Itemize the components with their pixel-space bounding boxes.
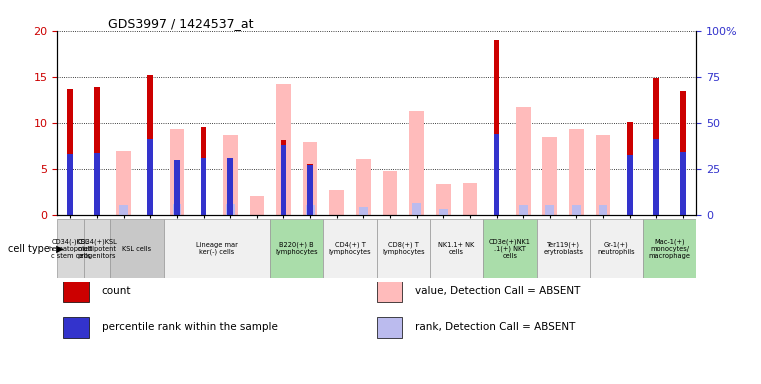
Bar — [627, 122, 632, 215]
Bar — [84, 219, 110, 278]
Text: CD3e(+)NK1
.1(+) NKT
cells: CD3e(+)NK1 .1(+) NKT cells — [489, 238, 531, 259]
Bar — [627, 155, 632, 215]
Text: Gr-1(+)
neutrophils: Gr-1(+) neutrophils — [597, 242, 635, 255]
Bar — [276, 84, 291, 215]
Bar — [680, 91, 686, 215]
Bar — [63, 317, 89, 338]
Bar — [110, 219, 164, 278]
Bar — [516, 107, 530, 215]
Text: NK1.1+ NK
cells: NK1.1+ NK cells — [438, 242, 475, 255]
Bar — [94, 87, 100, 215]
Bar — [174, 160, 180, 215]
Bar — [356, 159, 371, 215]
Bar — [281, 141, 286, 215]
Bar — [409, 111, 424, 215]
Bar — [359, 207, 368, 215]
Bar — [57, 219, 84, 278]
Bar — [494, 40, 499, 215]
Text: Lineage mar
ker(-) cells: Lineage mar ker(-) cells — [196, 242, 238, 255]
Bar — [228, 158, 233, 215]
Bar — [116, 151, 131, 215]
Bar — [63, 281, 89, 301]
Bar — [148, 75, 153, 215]
Bar — [307, 164, 313, 215]
Bar — [170, 129, 184, 215]
Bar — [330, 190, 344, 215]
Text: CD34(+)KSL
multipotent
progenitors: CD34(+)KSL multipotent progenitors — [77, 238, 117, 259]
Bar — [377, 317, 403, 338]
Text: GDS3997 / 1424537_at: GDS3997 / 1424537_at — [108, 17, 253, 30]
Bar — [270, 219, 323, 278]
Bar — [599, 205, 607, 215]
Bar — [439, 209, 447, 215]
Bar — [572, 205, 581, 215]
Bar — [68, 89, 73, 215]
Text: count: count — [102, 286, 132, 296]
Text: Ter119(+)
erytroblasts: Ter119(+) erytroblasts — [543, 242, 583, 255]
Text: cell type  ▶: cell type ▶ — [8, 243, 63, 254]
Bar — [430, 219, 483, 278]
Bar — [463, 183, 477, 215]
Bar — [680, 152, 686, 215]
Bar — [383, 171, 397, 215]
Bar — [148, 139, 153, 215]
Bar — [494, 134, 499, 215]
Text: percentile rank within the sample: percentile rank within the sample — [102, 322, 278, 332]
Bar — [643, 219, 696, 278]
Bar — [590, 219, 643, 278]
Bar — [68, 154, 73, 215]
Bar — [306, 205, 314, 215]
Bar — [377, 281, 403, 301]
Bar — [94, 153, 100, 215]
Bar — [436, 184, 451, 215]
Bar — [483, 219, 537, 278]
Bar — [596, 135, 610, 215]
Bar — [323, 219, 377, 278]
Text: rank, Detection Call = ABSENT: rank, Detection Call = ABSENT — [415, 322, 575, 332]
Bar — [164, 219, 270, 278]
Bar — [654, 78, 659, 215]
Text: value, Detection Call = ABSENT: value, Detection Call = ABSENT — [415, 286, 581, 296]
Bar — [519, 205, 527, 215]
Bar — [307, 165, 313, 215]
Bar — [569, 129, 584, 215]
Text: KSL cells: KSL cells — [123, 246, 151, 252]
Bar — [201, 158, 206, 215]
Bar — [226, 204, 234, 215]
Text: CD8(+) T
lymphocytes: CD8(+) T lymphocytes — [382, 242, 425, 255]
Text: Mac-1(+)
monocytes/
macrophage: Mac-1(+) monocytes/ macrophage — [648, 238, 691, 259]
Bar — [119, 205, 128, 215]
Bar — [223, 135, 237, 215]
Bar — [537, 219, 590, 278]
Text: CD4(+) T
lymphocytes: CD4(+) T lymphocytes — [329, 242, 371, 255]
Bar — [201, 127, 206, 215]
Bar — [173, 204, 181, 215]
Text: B220(+) B
lymphocytes: B220(+) B lymphocytes — [275, 242, 318, 255]
Bar — [303, 142, 317, 215]
Bar — [250, 196, 264, 215]
Text: CD34(-)KSL
hematopoieti
c stem cells: CD34(-)KSL hematopoieti c stem cells — [48, 238, 93, 259]
Bar — [412, 202, 421, 215]
Bar — [546, 205, 554, 215]
Bar — [281, 145, 286, 215]
Bar — [543, 137, 557, 215]
Bar — [654, 139, 659, 215]
Bar — [377, 219, 430, 278]
